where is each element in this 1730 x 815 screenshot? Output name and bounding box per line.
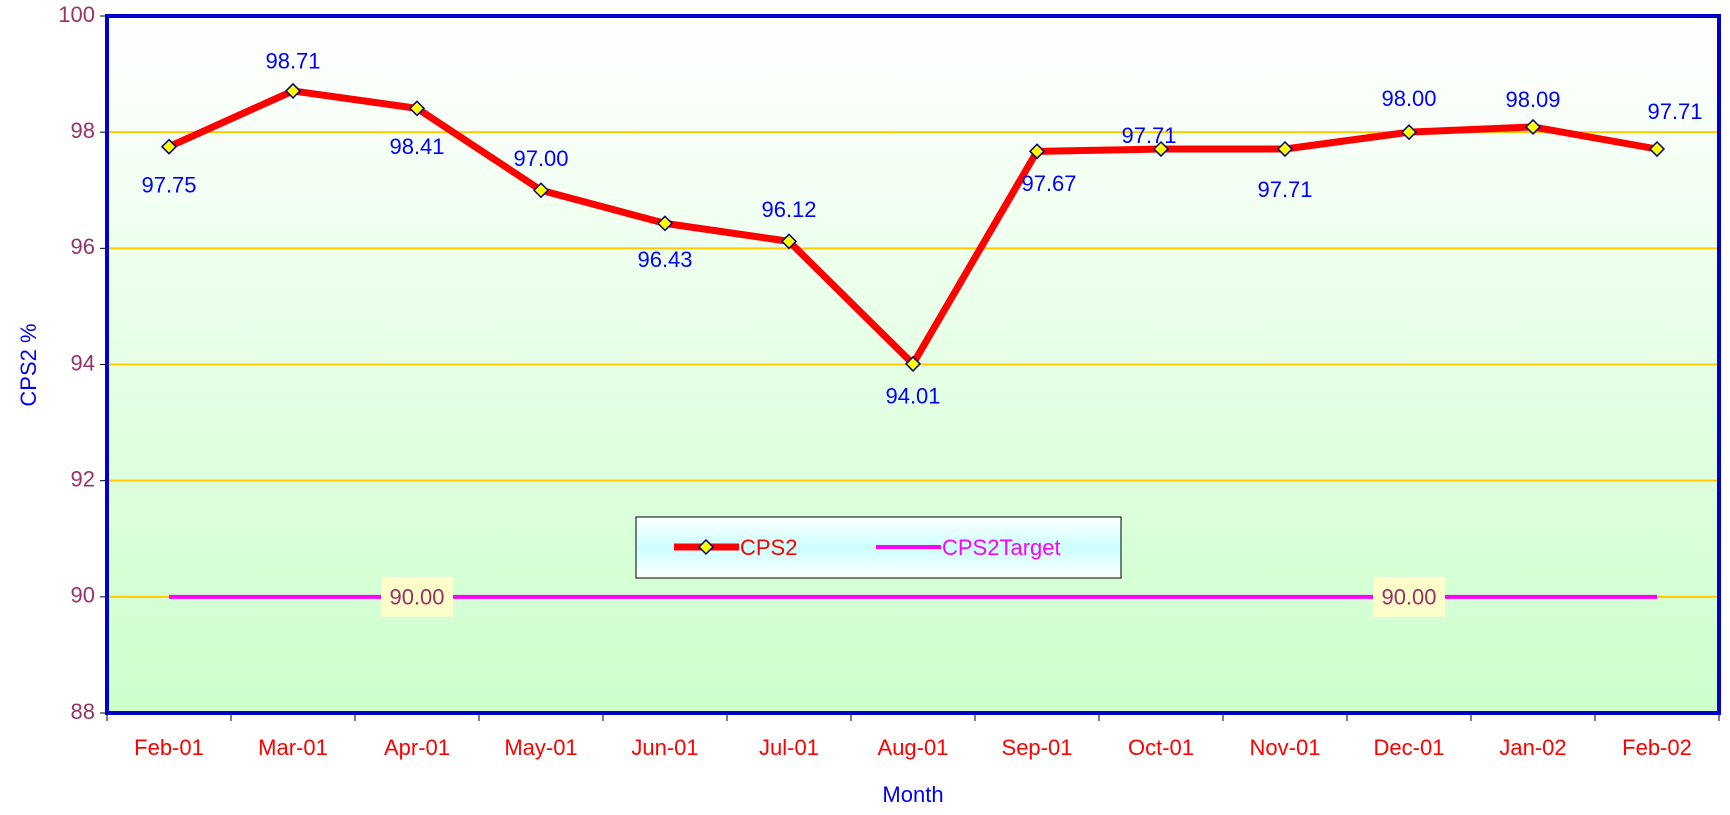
data-label: 97.00 bbox=[513, 146, 568, 171]
x-tick-label: Aug-01 bbox=[878, 735, 949, 760]
marker bbox=[780, 233, 798, 250]
data-label: 98.00 bbox=[1381, 86, 1436, 111]
data-label: 97.71 bbox=[1121, 123, 1176, 148]
x-tick-label: Feb-02 bbox=[1622, 735, 1692, 760]
y-tick-label: 88 bbox=[71, 699, 95, 724]
legend-label: CPS2Target bbox=[942, 535, 1061, 560]
x-tick-label: Jun-01 bbox=[631, 735, 698, 760]
marker bbox=[656, 215, 674, 232]
data-label: 97.71 bbox=[1647, 99, 1702, 124]
marker bbox=[160, 138, 178, 155]
data-label: 98.09 bbox=[1505, 87, 1560, 112]
y-axis-title: CPS2 % bbox=[16, 323, 41, 406]
marker bbox=[532, 182, 550, 199]
data-label: 96.12 bbox=[761, 197, 816, 222]
marker bbox=[1400, 124, 1418, 141]
marker bbox=[1524, 118, 1542, 135]
label-bg bbox=[1373, 576, 1445, 617]
x-tick-label: Oct-01 bbox=[1128, 735, 1194, 760]
x-tick-label: Jul-01 bbox=[759, 735, 819, 760]
x-tick-label: Nov-01 bbox=[1250, 735, 1321, 760]
x-tick-label: Sep-01 bbox=[1002, 735, 1073, 760]
data-label: 97.67 bbox=[1021, 171, 1076, 196]
label-bg bbox=[381, 576, 453, 617]
data-label: 97.71 bbox=[1257, 177, 1312, 202]
marker bbox=[904, 355, 922, 372]
x-tick-label: Jan-02 bbox=[1499, 735, 1566, 760]
y-tick-label: 92 bbox=[71, 466, 95, 491]
marker bbox=[284, 82, 302, 99]
x-tick-label: Feb-01 bbox=[134, 735, 204, 760]
y-tick-label: 94 bbox=[71, 350, 95, 375]
marker bbox=[1276, 140, 1294, 158]
data-label: 98.41 bbox=[389, 134, 444, 159]
data-label: 98.71 bbox=[265, 49, 320, 74]
x-tick-label: Dec-01 bbox=[1374, 735, 1445, 760]
plot-border bbox=[105, 14, 1721, 715]
y-tick-label: 90 bbox=[71, 583, 95, 608]
data-label: 94.01 bbox=[885, 384, 940, 409]
marker bbox=[1028, 143, 1046, 160]
marker bbox=[1648, 140, 1666, 158]
x-tick-label: Apr-01 bbox=[384, 735, 450, 760]
data-label: 97.75 bbox=[141, 173, 196, 198]
data-label: 96.43 bbox=[637, 247, 692, 272]
marker bbox=[1152, 140, 1170, 158]
legend-label: CPS2 bbox=[740, 535, 797, 560]
data-label: 90.00 bbox=[389, 585, 444, 610]
y-tick-label: 96 bbox=[71, 234, 95, 259]
data-label: 90.00 bbox=[1381, 585, 1436, 610]
x-tick-label: May-01 bbox=[504, 735, 577, 760]
y-tick-label: 98 bbox=[71, 118, 95, 143]
y-tick-label: 100 bbox=[58, 2, 95, 27]
legend-marker bbox=[697, 538, 715, 556]
marker bbox=[408, 100, 426, 117]
x-tick-label: Mar-01 bbox=[258, 735, 328, 760]
x-axis-title: Month bbox=[882, 782, 943, 807]
